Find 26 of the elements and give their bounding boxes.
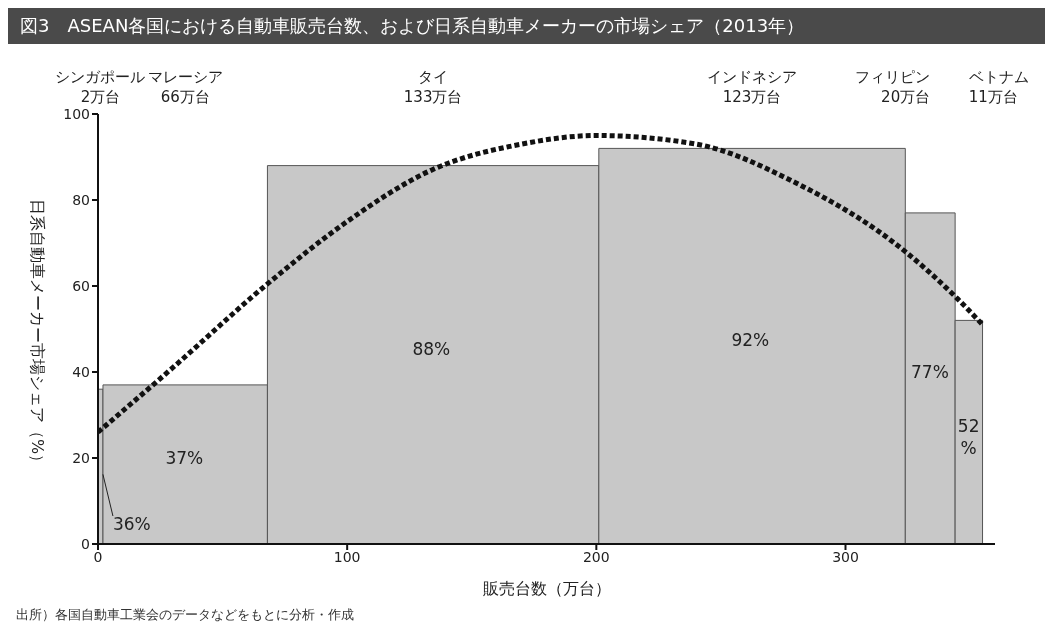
x-axis-title: 販売台数（万台） <box>482 579 611 598</box>
text: インドネシア 123万台 <box>707 68 798 106</box>
text: 出所）各国自動車工業会のデータなどをもとに分析・作成 <box>15 606 355 624</box>
y-tick-label: 20 <box>72 449 90 466</box>
y-tick-label: 60 <box>72 277 90 294</box>
text: タイ 133万台 <box>403 68 463 106</box>
data-label: 88% <box>412 338 451 359</box>
text: マレーシア 66万台 <box>147 68 223 106</box>
y-tick-label: 0 <box>81 535 90 552</box>
text: シンガポール 2万台 <box>55 68 146 106</box>
x-tick-label: 300 <box>832 548 859 565</box>
data-label: 37% <box>165 448 204 469</box>
y-tick-label: 80 <box>72 191 90 208</box>
x-tick-label: 100 <box>333 548 361 565</box>
text: フィリピン 20万台 <box>855 68 931 106</box>
x-tick-label: 0 <box>93 548 103 565</box>
data-label: 77% <box>911 362 949 383</box>
y-tick-label: 100 <box>63 105 90 122</box>
chart-title: 図3 ASEAN各国における自動車販売台数、および日系自動車メーカーの市場シェア（2013年） <box>8 8 1045 44</box>
text: ベトナム 11万台 <box>968 68 1029 106</box>
y-axis-title: 日系自動車メーカー市場シェア（%） <box>28 199 48 471</box>
data-label: 92% <box>731 330 770 351</box>
y-tick-label: 40 <box>72 363 90 380</box>
x-tick-label: 200 <box>582 548 610 565</box>
data-label: 52% <box>957 416 980 459</box>
data-label: 36% <box>112 514 151 534</box>
